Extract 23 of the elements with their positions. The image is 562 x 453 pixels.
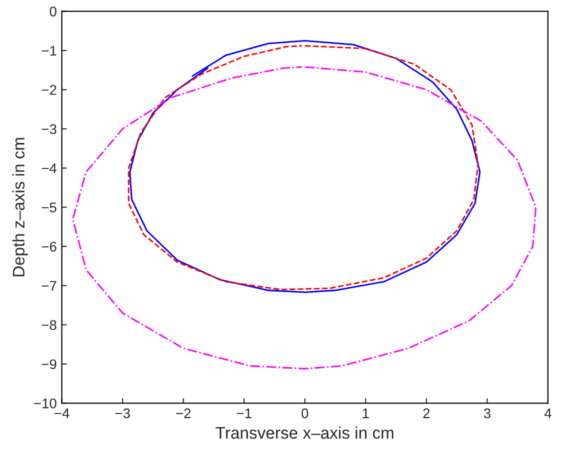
x-tick-label: 0 — [302, 408, 308, 418]
x-tick-label: 2 — [423, 408, 430, 418]
y-tick-label: −7 — [42, 281, 56, 291]
y-tick-label: −2 — [42, 85, 56, 95]
x-tick-label: −2 — [176, 408, 191, 418]
y-tick-label: −9 — [42, 359, 56, 370]
x-tick-label: −4 — [54, 408, 70, 418]
y-axis-title: Depth z–axis in cm — [12, 138, 28, 276]
x-tick-label: −1 — [236, 408, 252, 418]
y-tick-label: −3 — [42, 124, 56, 134]
x-axis-title: Transverse x–axis in cm — [216, 426, 394, 439]
y-tick-label: −10 — [34, 398, 56, 408]
y-tick-label: 0 — [50, 6, 56, 16]
x-tick-label: 3 — [484, 408, 490, 418]
y-tick-label: −8 — [42, 320, 56, 330]
y-tick-label: −1 — [42, 46, 56, 56]
x-tick-label: 4 — [544, 408, 552, 418]
y-tick-label: −6 — [42, 242, 56, 252]
y-tick-label: −5 — [42, 202, 56, 212]
x-tick-label: 1 — [362, 408, 369, 418]
y-tick-label: −4 — [42, 164, 57, 174]
x-tick-label: −3 — [115, 408, 130, 418]
line-series — [72, 66, 537, 370]
